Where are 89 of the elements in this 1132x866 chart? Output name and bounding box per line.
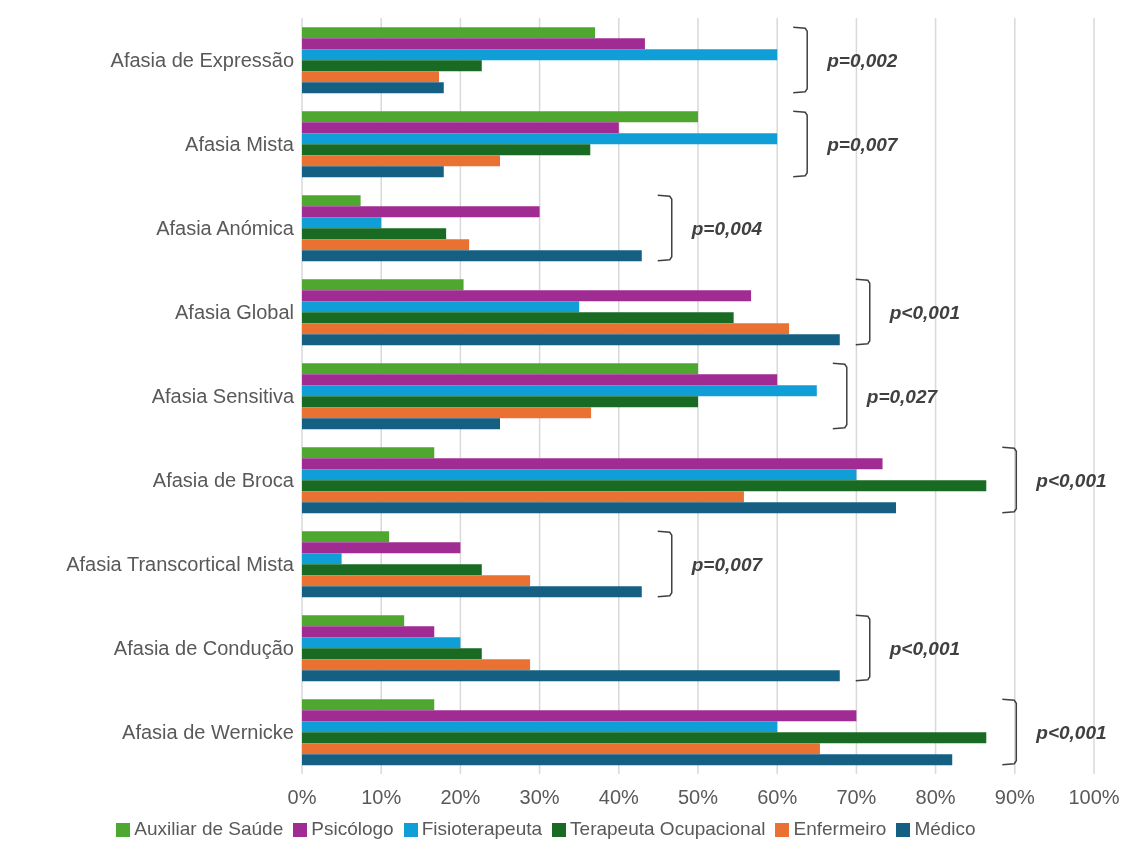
legend-label: Enfermeiro: [793, 818, 887, 839]
bar: [302, 374, 778, 386]
bar: [302, 27, 596, 39]
bar: [302, 396, 698, 408]
bar: [302, 250, 642, 262]
bar: [302, 626, 435, 638]
bar: [302, 312, 734, 324]
legend-label: Médico: [914, 818, 976, 839]
legend-label: Terapeuta Ocupacional: [570, 818, 766, 839]
bar: [302, 721, 778, 733]
bar: [302, 334, 840, 346]
y-tick-label: Afasia de Expressão: [110, 49, 294, 72]
annotation: p<0,001: [888, 638, 961, 659]
y-tick-label: Afasia de Broca: [152, 469, 295, 492]
bar: [302, 166, 444, 178]
y-tick-label: Afasia de Condução: [113, 637, 294, 660]
y-tick-label: Afasia Global: [175, 301, 294, 324]
bar: [302, 743, 820, 755]
bar: [302, 447, 435, 459]
y-tick-label: Afasia Transcortical Mista: [66, 553, 295, 576]
bar: [302, 122, 619, 134]
x-tick-label: 100%: [1068, 786, 1120, 809]
bar: [302, 564, 482, 576]
bar: [302, 239, 470, 251]
x-tick-label: 30%: [519, 786, 560, 809]
annotation: p<0,001: [888, 302, 961, 323]
y-tick-label: Afasia de Wernicke: [122, 721, 294, 744]
bar: [302, 531, 390, 543]
bar: [302, 469, 857, 481]
annotation: p=0,007: [690, 554, 764, 575]
x-tick-label: 50%: [677, 786, 719, 809]
x-tick-label: 70%: [836, 786, 877, 809]
legend-label: Psicólogo: [311, 818, 394, 839]
bar: [302, 491, 744, 503]
bar: [302, 195, 361, 207]
annotation: p=0,002: [826, 50, 898, 71]
bar: [302, 575, 531, 587]
annotation: p=0,027: [865, 386, 939, 407]
x-tick-label: 80%: [915, 786, 956, 809]
bar: [302, 586, 642, 598]
bar: [302, 615, 405, 627]
bar: [302, 71, 440, 83]
bar: [302, 111, 698, 123]
bar: [302, 458, 883, 470]
x-tick-label: 90%: [994, 786, 1036, 809]
x-tick-label: 40%: [598, 786, 640, 809]
x-tick-label: 60%: [757, 786, 798, 809]
bar: [302, 217, 382, 229]
bar: [302, 82, 444, 94]
bar: [302, 385, 817, 397]
bar: [302, 699, 435, 711]
bar: [302, 279, 464, 291]
bar: [302, 542, 461, 554]
legend-label: Auxiliar de Saúde: [134, 818, 284, 839]
legend-label: Fisioterapeuta: [421, 818, 543, 839]
bar: [302, 49, 778, 61]
bar: [302, 553, 342, 565]
y-tick-label: Afasia Mista: [185, 133, 295, 156]
bar: [302, 60, 482, 72]
x-tick-label: 0%: [287, 786, 317, 809]
bar: [302, 670, 840, 682]
bar: [302, 407, 592, 419]
bar: [302, 637, 461, 649]
y-tick-label: Afasia Anómica: [156, 217, 295, 240]
bar: [302, 732, 987, 744]
bar: [302, 38, 645, 50]
bar: [302, 290, 752, 302]
annotation: p<0,001: [1035, 722, 1107, 743]
x-tick-label: 20%: [440, 786, 481, 809]
bar: [302, 323, 790, 335]
bar: [302, 648, 482, 660]
bar: [302, 418, 500, 430]
x-tick-label: 10%: [361, 786, 402, 809]
annotation: p=0,004: [690, 218, 763, 239]
bar: [302, 301, 580, 313]
bar: [302, 710, 857, 722]
bar: [302, 502, 896, 514]
bar: [302, 133, 778, 145]
annotation: p<0,001: [1035, 470, 1107, 491]
bar: [302, 754, 953, 766]
y-tick-label: Afasia Sensitiva: [151, 385, 295, 408]
bar: [302, 363, 698, 375]
bar: [302, 659, 531, 671]
bar: [302, 206, 540, 218]
bar: [302, 155, 500, 167]
bar: [302, 480, 987, 492]
annotation: p=0,007: [826, 134, 899, 155]
bar: [302, 228, 447, 240]
bar: [302, 144, 591, 156]
